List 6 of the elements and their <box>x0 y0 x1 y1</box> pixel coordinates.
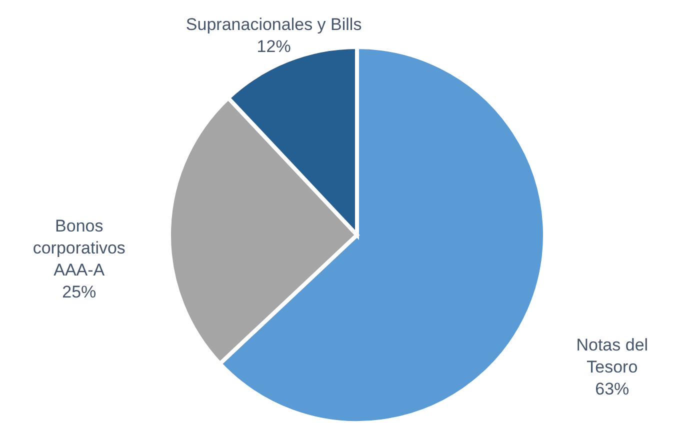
slice-label: Supranacionales y Bills <box>186 14 362 34</box>
data-label: 12% <box>256 36 291 56</box>
slice-label: Bonos corporativos AAA-A <box>32 216 126 280</box>
slice-label: Notas del Tesoro <box>576 335 648 376</box>
data-label: 25% <box>62 282 96 302</box>
data-label: 63% <box>595 379 630 398</box>
